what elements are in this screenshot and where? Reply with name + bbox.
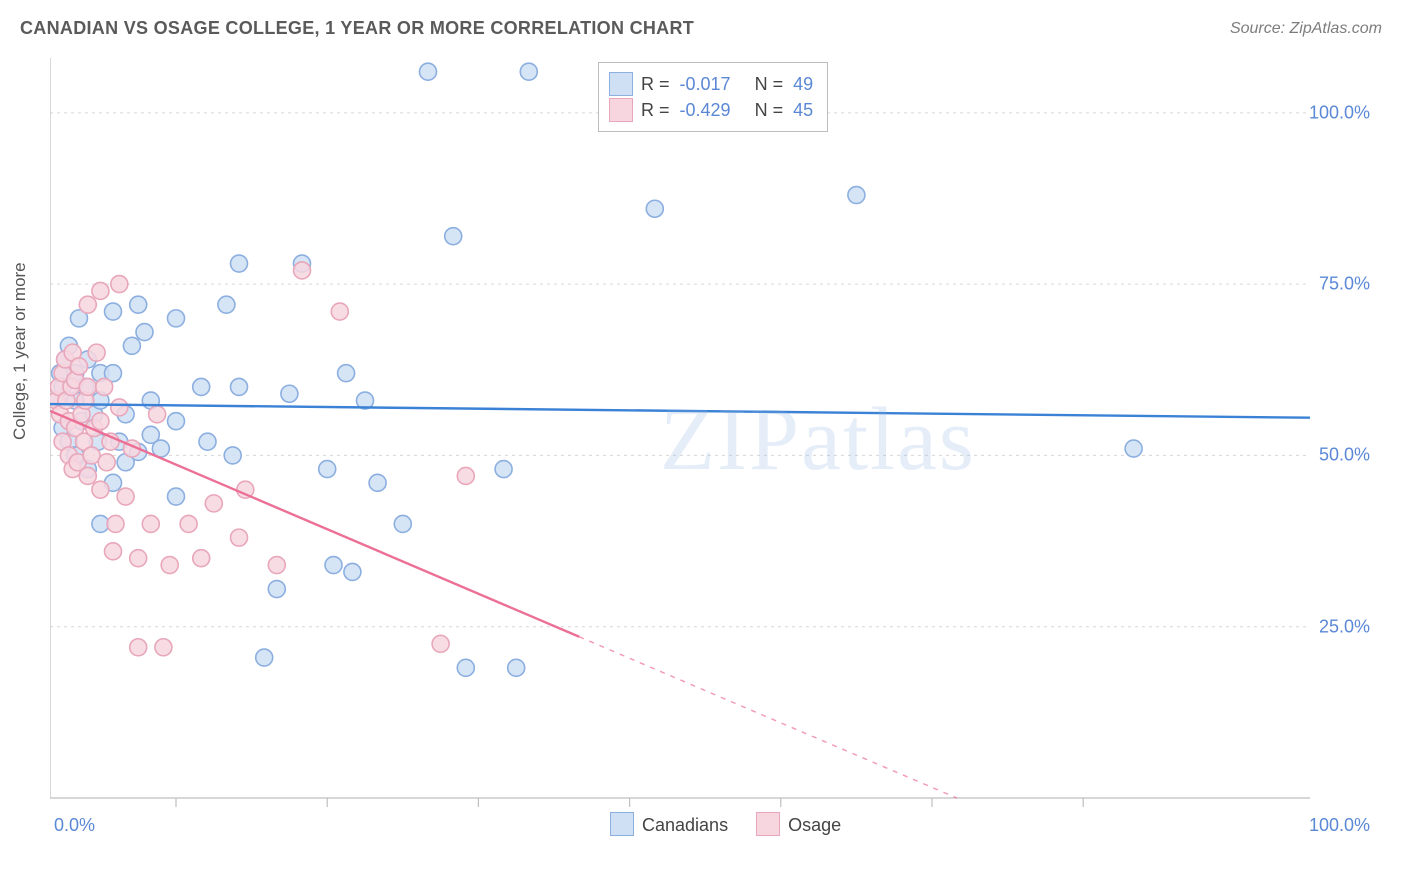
series-legend: Canadians Osage — [610, 812, 841, 836]
y-tick-label: 75.0% — [1319, 274, 1370, 295]
n-value: 45 — [793, 100, 813, 121]
stat-label: R = — [641, 74, 670, 95]
correlation-row: R = -0.429 N = 45 — [609, 97, 813, 123]
legend-label: Osage — [788, 815, 841, 835]
n-value: 49 — [793, 74, 813, 95]
stat-label: N = — [755, 74, 784, 95]
x-axis-end-label: 100.0% — [1309, 815, 1370, 836]
y-tick-label: 100.0% — [1309, 102, 1370, 123]
correlation-legend: R = -0.017 N = 49 R = -0.429 N = 45 — [598, 62, 828, 132]
legend-swatch — [609, 72, 633, 96]
legend-swatch — [756, 812, 780, 836]
chart-svg — [50, 58, 1380, 828]
plot-area: ZIPatlas R =-0.017N =49R =-0.429N =45 0.… — [50, 58, 1380, 828]
chart-title: CANADIAN VS OSAGE COLLEGE, 1 YEAR OR MOR… — [20, 18, 694, 39]
y-axis-label: College, 1 year or more — [10, 262, 30, 440]
correlation-row: R = -0.017 N = 49 — [609, 71, 813, 97]
y-tick-label: 50.0% — [1319, 445, 1370, 466]
stat-label: R = — [641, 100, 670, 121]
legend-swatch — [609, 98, 633, 122]
x-axis-start-label: 0.0% — [54, 815, 95, 836]
legend-swatch — [610, 812, 634, 836]
r-value: -0.429 — [680, 100, 731, 121]
legend-label: Canadians — [642, 815, 728, 835]
y-tick-label: 25.0% — [1319, 616, 1370, 637]
r-value: -0.017 — [680, 74, 731, 95]
stat-label: N = — [755, 100, 784, 121]
legend-item: Osage — [756, 812, 841, 836]
source-label: Source: ZipAtlas.com — [1230, 20, 1382, 38]
legend-item: Canadians — [610, 812, 728, 836]
